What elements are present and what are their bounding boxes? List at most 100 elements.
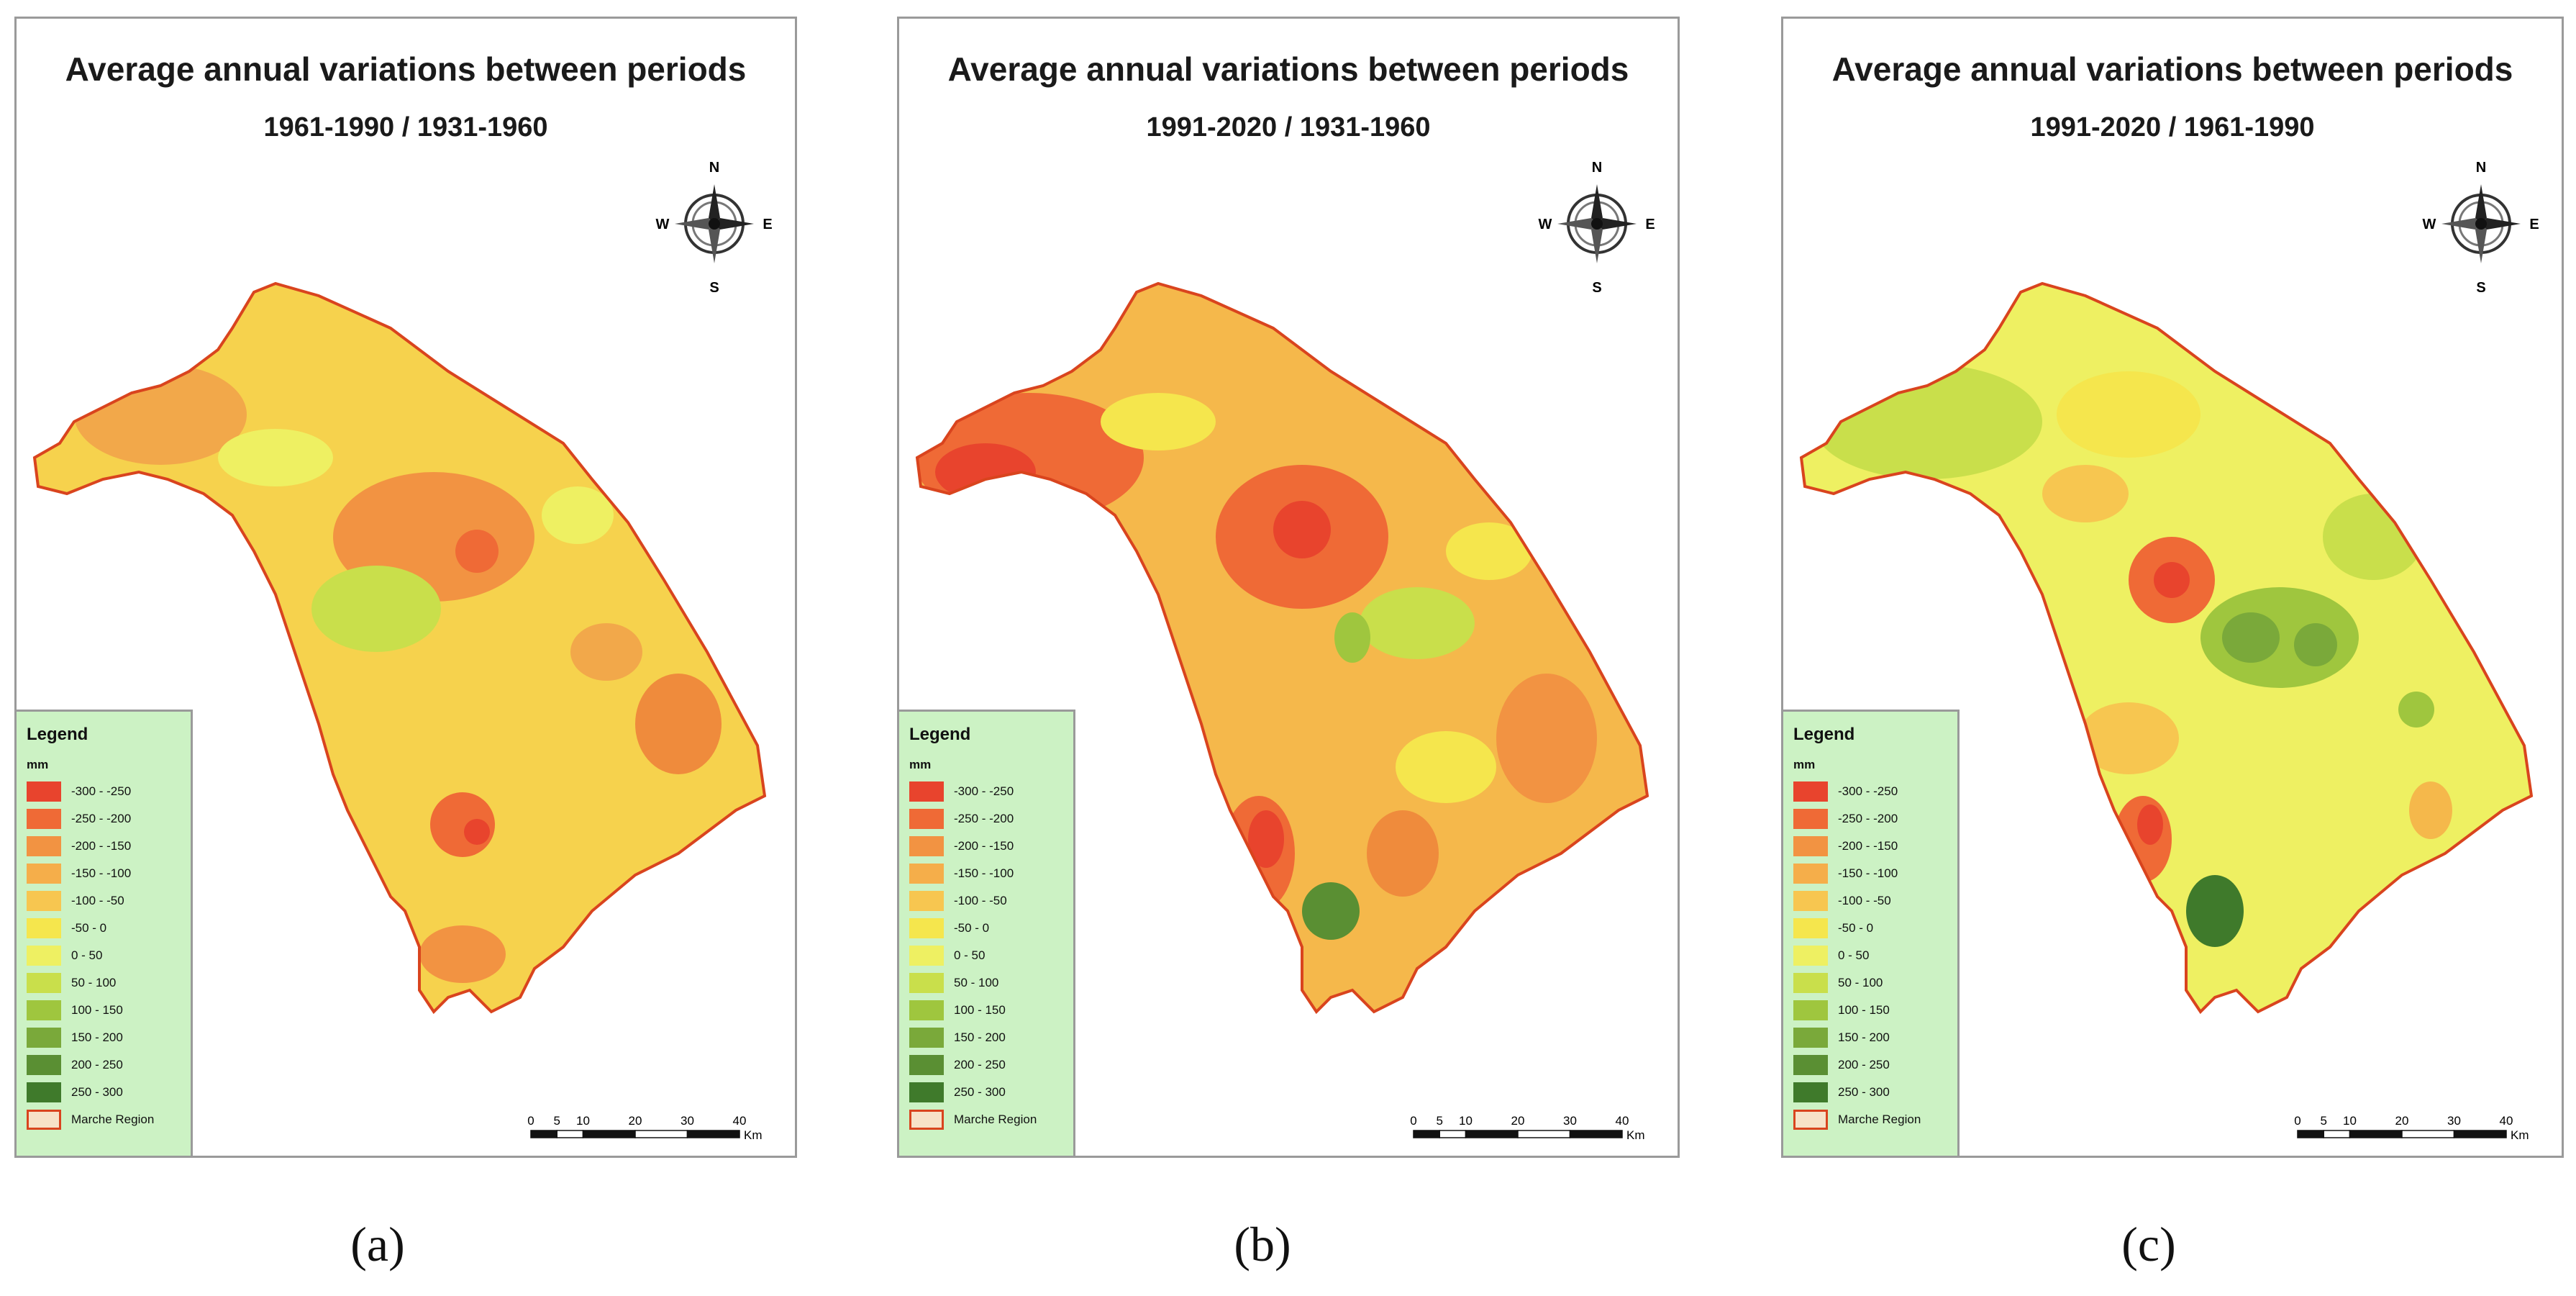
legend: Legend mm -300 - -250 -250 - -200 -200 - -… [17, 710, 193, 1156]
legend-swatch [1793, 864, 1828, 884]
scale-unit-label: Km [2511, 1128, 2529, 1142]
compass-e: E [2529, 217, 2539, 232]
legend-class-row: -150 - -100 [909, 860, 1073, 887]
compass-rose-icon: N S W E [2416, 152, 2546, 296]
legend-boundary-row: Marche Region [1793, 1106, 1957, 1133]
legend-class-row: 150 - 200 [27, 1024, 191, 1051]
legend-class-row: -50 - 0 [909, 915, 1073, 942]
legend-class-label: 50 - 100 [71, 976, 117, 989]
legend-swatch [27, 781, 61, 802]
legend-boundary-row: Marche Region [909, 1106, 1073, 1133]
legend-swatch [27, 1082, 61, 1102]
legend-class-label: -150 - -100 [1838, 866, 1898, 880]
legend-class-row: -200 - -150 [1793, 833, 1957, 860]
legend-class-label: -150 - -100 [71, 866, 132, 880]
legend-class-row: 100 - 150 [1793, 997, 1957, 1024]
scale-tick-label: 5 [1437, 1114, 1443, 1128]
legend-class-row: -100 - -50 [1793, 887, 1957, 915]
legend-swatch [909, 973, 944, 993]
compass-s: S [709, 280, 719, 296]
legend-swatch [1793, 781, 1828, 802]
legend-swatch [909, 918, 944, 938]
scale-tick-label: 5 [554, 1114, 560, 1128]
scale-tick-label: 30 [1563, 1114, 1577, 1128]
legend-class-label: 150 - 200 [71, 1030, 123, 1044]
boundary-swatch [27, 1110, 61, 1130]
scale-segment [686, 1130, 740, 1138]
scale-segment [2401, 1130, 2455, 1138]
legend-class-label: 50 - 100 [954, 976, 999, 989]
legend-class-label: -50 - 0 [71, 921, 107, 935]
legend-class-row: 200 - 250 [909, 1051, 1073, 1079]
legend-swatch [909, 781, 944, 802]
compass-rose-icon: N S W E [650, 152, 779, 296]
scale-tick-label: 10 [1459, 1114, 1473, 1128]
legend-swatch [909, 891, 944, 911]
panel-title: Average annual variations between period… [1831, 50, 2513, 88]
scale-tick-label: 40 [733, 1114, 747, 1128]
legend-swatch [909, 1028, 944, 1048]
legend-class-label: 0 - 50 [954, 948, 986, 962]
legend-class-row: -250 - -200 [1793, 805, 1957, 833]
legend-class-row: 50 - 100 [27, 969, 191, 997]
panel-title: Average annual variations between period… [65, 50, 747, 88]
legend-class-label: 250 - 300 [71, 1085, 123, 1099]
legend-swatch [1793, 1082, 1828, 1102]
legend-swatch [909, 809, 944, 829]
scale-tick-label: 10 [2343, 1114, 2357, 1128]
scale-bar: 0 5 10 20 30 40 Km [2290, 1109, 2535, 1152]
legend-swatch [27, 946, 61, 966]
scale-segment [530, 1130, 557, 1138]
legend-class-label: 0 - 50 [71, 948, 103, 962]
legend-class-label: 100 - 150 [954, 1003, 1006, 1017]
caption-b: (b) [1234, 1217, 1291, 1272]
legend-class-row: -200 - -150 [27, 833, 191, 860]
scale-tick-label: 30 [2447, 1114, 2461, 1128]
scale-segment [2297, 1130, 2324, 1138]
legend-class-row: 200 - 250 [27, 1051, 191, 1079]
boundary-swatch [1793, 1110, 1828, 1130]
legend-class-row: 0 - 50 [27, 942, 191, 969]
legend-class-row: -300 - -250 [1793, 778, 1957, 805]
scale-segment [582, 1130, 636, 1138]
compass-n: N [709, 160, 719, 176]
legend-boundary-label: Marche Region [1838, 1113, 1921, 1126]
legend-class-row: 50 - 100 [1793, 969, 1957, 997]
legend-class-row: -200 - -150 [909, 833, 1073, 860]
legend-class-row: 0 - 50 [1793, 942, 1957, 969]
scale-tick-label: 10 [576, 1114, 590, 1128]
legend: Legend mm -300 - -250 -250 - -200 -200 - -… [1783, 710, 1960, 1156]
caption-c: (c) [2121, 1217, 2176, 1272]
map-panel-a: Average annual variations between period… [14, 17, 797, 1158]
scale-tick-label: 5 [2321, 1114, 2327, 1128]
legend-swatch [1793, 1055, 1828, 1075]
legend-class-row: 200 - 250 [1793, 1051, 1957, 1079]
legend-title: Legend [909, 725, 971, 744]
legend-class-label: -200 - -150 [1838, 839, 1898, 853]
scale-segment [1517, 1130, 1571, 1138]
legend-swatch [909, 1055, 944, 1075]
legend-class-label: 100 - 150 [71, 1003, 123, 1017]
legend-class-label: -50 - 0 [954, 921, 990, 935]
legend-class-row: -150 - -100 [1793, 860, 1957, 887]
scale-tick-label: 0 [527, 1114, 534, 1128]
compass-rose-icon: N S W E [1532, 152, 1662, 296]
scale-tick-label: 20 [1511, 1114, 1525, 1128]
legend-class-row: 250 - 300 [1793, 1079, 1957, 1106]
legend-swatch [909, 1000, 944, 1020]
legend-class-row: 100 - 150 [909, 997, 1073, 1024]
scale-segment [2453, 1130, 2507, 1138]
legend-class-label: -250 - -200 [954, 812, 1014, 825]
legend-swatch [1793, 891, 1828, 911]
compass-w: W [2423, 217, 2436, 232]
compass-s: S [2476, 280, 2485, 296]
compass-e: E [1645, 217, 1655, 232]
legend-class-label: 200 - 250 [954, 1058, 1006, 1071]
boundary-swatch [909, 1110, 944, 1130]
legend-swatch [27, 864, 61, 884]
scale-segment [2323, 1130, 2351, 1138]
legend-boundary-row: Marche Region [27, 1106, 191, 1133]
legend-class-label: 250 - 300 [1838, 1085, 1890, 1099]
scale-segment [1465, 1130, 1519, 1138]
legend-class-label: -300 - -250 [954, 784, 1014, 798]
